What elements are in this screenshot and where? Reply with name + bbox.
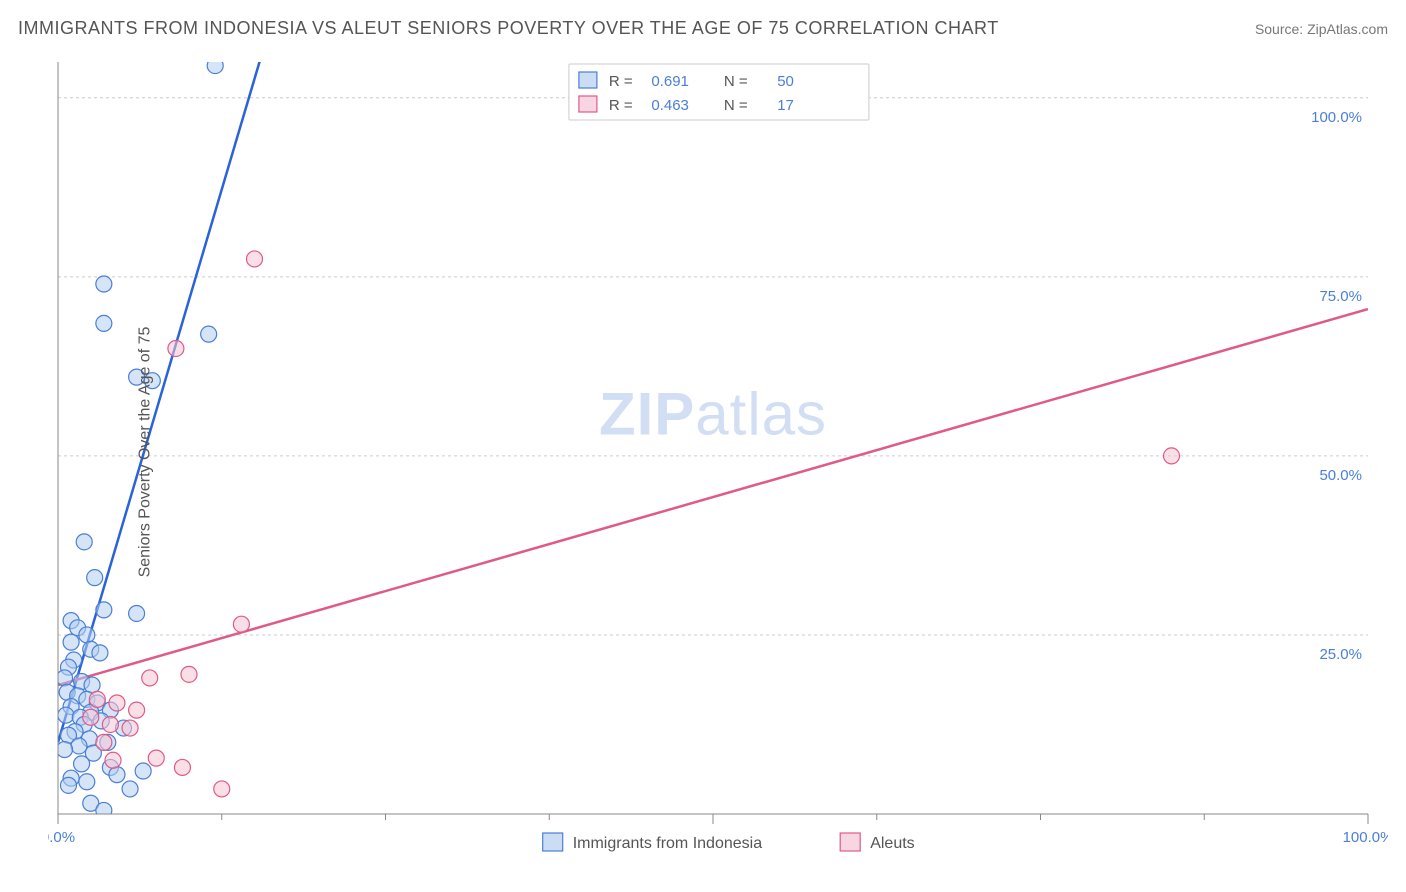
scatter-point: [105, 752, 121, 768]
scatter-point: [74, 756, 90, 772]
legend-r-label: R =: [609, 97, 633, 114]
legend-r-value: 0.463: [651, 97, 689, 114]
legend-swatch: [543, 833, 563, 851]
scatter-point: [76, 534, 92, 550]
scatter-point: [71, 738, 87, 754]
scatter-point: [247, 251, 263, 267]
scatter-point: [96, 602, 112, 618]
scatter-point: [109, 695, 125, 711]
scatter-point: [96, 734, 112, 750]
scatter-point: [87, 570, 103, 586]
scatter-point: [129, 605, 145, 621]
y-axis-label: Seniors Poverty Over the Age of 75: [136, 327, 154, 578]
scatter-point: [207, 62, 223, 74]
chart-title: IMMIGRANTS FROM INDONESIA VS ALEUT SENIO…: [18, 18, 999, 39]
scatter-point: [92, 645, 108, 661]
y-tick-label: 100.0%: [1311, 109, 1362, 126]
scatter-point: [79, 627, 95, 643]
scatter-point: [174, 759, 190, 775]
scatter-point: [58, 707, 74, 723]
legend-series-label: Aleuts: [870, 835, 914, 852]
watermark: ZIPatlas: [599, 380, 827, 447]
scatter-point: [84, 677, 100, 693]
legend-swatch: [579, 72, 597, 88]
scatter-point: [109, 767, 125, 783]
scatter-point: [233, 616, 249, 632]
legend-n-label: N =: [724, 73, 748, 90]
scatter-point: [96, 276, 112, 292]
scatter-point: [201, 326, 217, 342]
scatter-point: [83, 709, 99, 725]
legend-series-label: Immigrants from Indonesia: [573, 835, 763, 852]
scatter-point: [129, 702, 145, 718]
scatter-point: [102, 716, 118, 732]
scatter-point: [168, 340, 184, 356]
scatter-point: [1164, 448, 1180, 464]
legend-n-value: 50: [777, 73, 794, 90]
scatter-point: [57, 742, 73, 758]
legend-n-value: 17: [777, 97, 794, 114]
scatter-point: [96, 315, 112, 331]
scatter-point: [148, 750, 164, 766]
scatter-point: [63, 634, 79, 650]
scatter-point: [57, 670, 73, 686]
source-label: Source: ZipAtlas.com: [1255, 21, 1388, 37]
legend-r-label: R =: [609, 73, 633, 90]
y-tick-label: 50.0%: [1319, 467, 1362, 484]
trend-line: [58, 309, 1368, 685]
scatter-point: [122, 781, 138, 797]
scatter-point: [214, 781, 230, 797]
scatter-point: [79, 774, 95, 790]
scatter-point: [60, 777, 76, 793]
legend-r-value: 0.691: [651, 73, 689, 90]
scatter-point: [122, 720, 138, 736]
chart-area: Seniors Poverty Over the Age of 75 25.0%…: [48, 62, 1388, 842]
scatter-point: [89, 691, 105, 707]
scatter-point: [181, 666, 197, 682]
legend-swatch: [840, 833, 860, 851]
scatter-point: [96, 802, 112, 818]
x-tick-label: 0.0%: [48, 829, 75, 846]
y-tick-label: 75.0%: [1319, 288, 1362, 305]
legend-n-label: N =: [724, 97, 748, 114]
x-tick-label: 100.0%: [1343, 829, 1388, 846]
scatter-point: [142, 670, 158, 686]
legend-swatch: [579, 96, 597, 112]
scatter-point: [135, 763, 151, 779]
scatter-chart: 25.0% 50.0% 75.0% 100.0% ZIPatlas 0.0% 100.0% R…: [48, 62, 1388, 862]
y-tick-label: 25.0%: [1319, 646, 1362, 663]
